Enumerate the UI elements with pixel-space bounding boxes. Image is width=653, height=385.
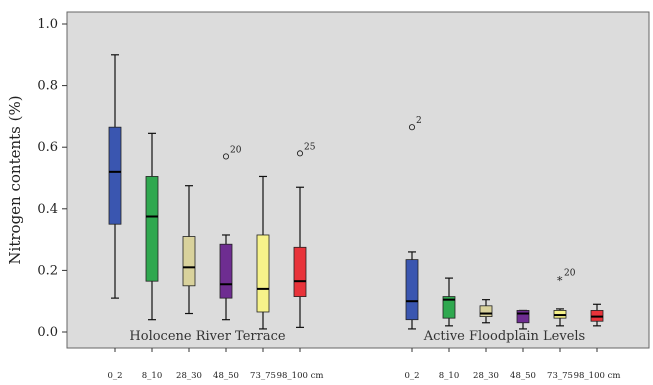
- group-label: Active Floodplain Levels: [423, 329, 585, 344]
- y-tick-label: 0.8: [37, 79, 58, 94]
- box-iqr: [146, 176, 158, 281]
- outlier-star: *: [557, 275, 563, 288]
- box-iqr: [220, 244, 232, 298]
- y-tick-label: 0.2: [37, 263, 58, 278]
- x-tick-label: 48_50: [510, 371, 536, 381]
- x-tick-label: 0_2: [107, 371, 122, 381]
- x-tick-label: 8_10: [439, 371, 459, 381]
- box-iqr: [257, 235, 269, 312]
- group-label: Holocene River Terrace: [129, 329, 285, 344]
- y-tick-label: 0.0: [37, 325, 58, 340]
- box-iqr: [480, 306, 492, 317]
- y-axis-title: Nitrogen contents (%): [6, 95, 24, 264]
- outlier-label: 20: [230, 145, 242, 155]
- y-axis: 0.0 0.2 0.4 0.6 0.8 1.0: [37, 17, 67, 340]
- x-tick-label: 73_75: [250, 371, 276, 381]
- x-tick-label: 0_2: [404, 371, 419, 381]
- x-tick-label: 28_30: [473, 371, 499, 381]
- y-tick-label: 0.4: [37, 202, 58, 217]
- box-iqr: [109, 127, 121, 224]
- outlier-label: 2: [416, 116, 422, 126]
- box-iqr: [517, 310, 529, 322]
- outlier-label: 20: [564, 269, 576, 279]
- outlier-label: 25: [304, 142, 316, 152]
- x-tick-label: 98_100 cm: [574, 371, 621, 381]
- y-tick-label: 1.0: [37, 17, 58, 32]
- x-tick-labels: 0_2 8_10 28_30 48_50 73_75 98_100 cm 0_2 8_10 28…: [107, 348, 620, 381]
- box-iqr: [406, 260, 418, 320]
- y-tick-label: 0.6: [37, 140, 58, 155]
- box-iqr: [294, 247, 306, 296]
- x-tick-label: 48_50: [213, 371, 239, 381]
- x-tick-label: 98_100 cm: [277, 371, 324, 381]
- box-iqr: [183, 237, 195, 286]
- x-tick-label: 28_30: [176, 371, 202, 381]
- x-tick-label: 8_10: [142, 371, 162, 381]
- x-tick-label: 73_75: [547, 371, 573, 381]
